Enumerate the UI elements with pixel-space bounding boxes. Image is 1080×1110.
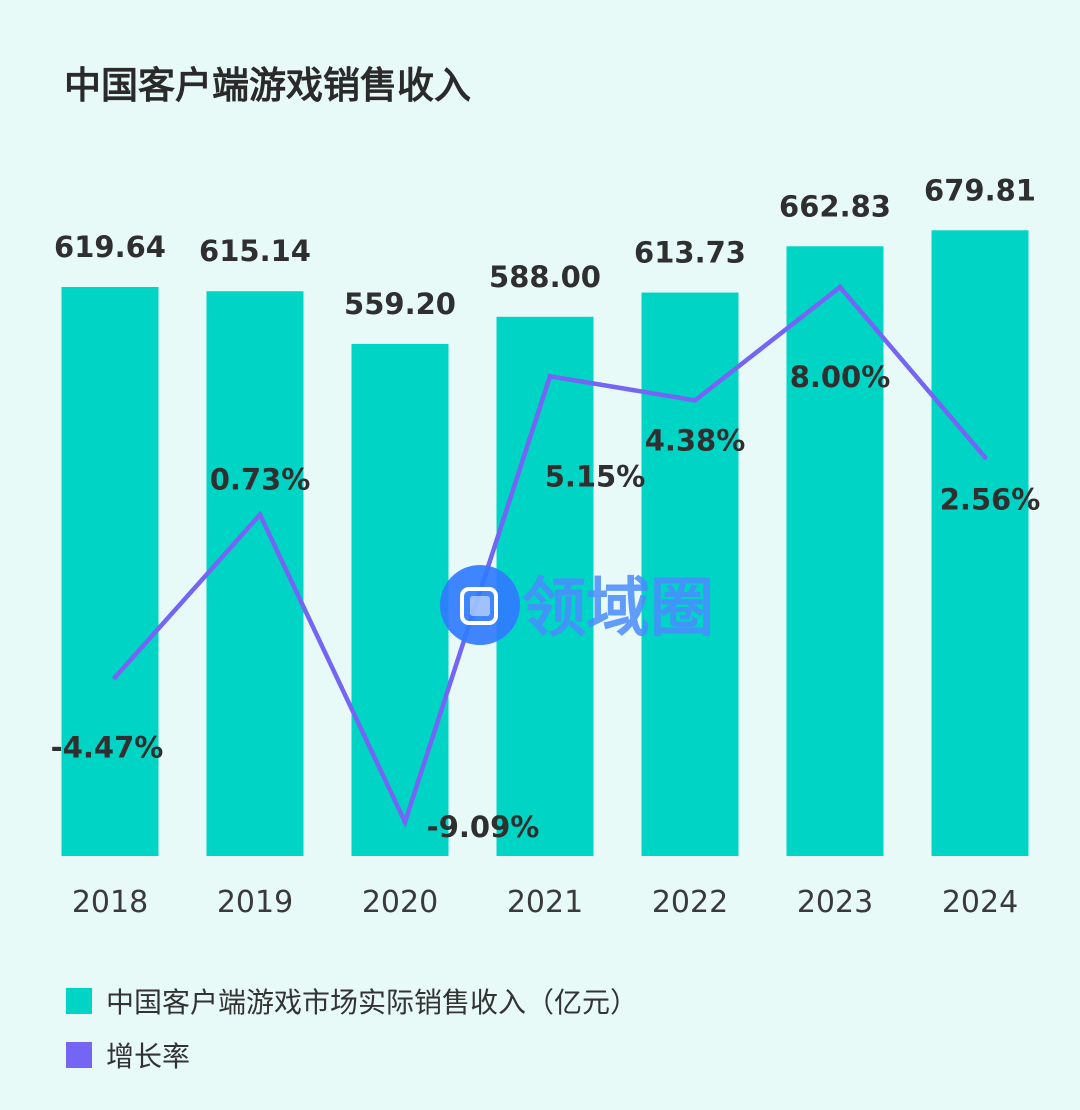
- bar-2020: [351, 343, 449, 857]
- legend-item-growth: 增长率: [66, 1040, 190, 1073]
- x-tick-2021: 2021: [507, 885, 583, 920]
- x-tick-2019: 2019: [217, 885, 293, 920]
- growth-point-2022: [692, 397, 698, 403]
- labels-layer: 619.64 615.14 559.20 588.00 613.73 662.83 679.…: [51, 173, 1041, 844]
- value-label-2023: 662.83: [779, 189, 891, 223]
- growth-point-2024: [982, 454, 988, 460]
- chart-title: 中国客户端游戏销售收入: [64, 64, 471, 107]
- growth-point-2019: [257, 512, 263, 518]
- value-label-2021: 588.00: [489, 260, 601, 294]
- bar-2018: [61, 287, 159, 856]
- x-tick-2024: 2024: [942, 885, 1018, 920]
- watermark-text: 领域圈: [522, 572, 714, 646]
- x-tick-2020: 2020: [362, 885, 438, 920]
- value-label-2022: 613.73: [634, 236, 746, 270]
- value-label-2020: 559.20: [344, 287, 456, 321]
- value-label-2018: 619.64: [54, 230, 166, 264]
- growth-label-2021: 5.15%: [545, 459, 646, 493]
- value-label-2024: 679.81: [924, 173, 1036, 207]
- x-tick-2018: 2018: [72, 885, 148, 920]
- legend-item-revenue: 中国客户端游戏市场实际销售收入（亿元）: [66, 986, 638, 1019]
- bar-2024: [931, 230, 1029, 857]
- legend: 中国客户端游戏市场实际销售收入（亿元） 增长率: [66, 986, 638, 1073]
- bar-2022: [641, 292, 739, 856]
- growth-point-2023: [837, 284, 843, 290]
- x-tick-2023: 2023: [797, 885, 873, 920]
- legend-label-growth: 增长率: [106, 1040, 190, 1073]
- legend-label-revenue: 中国客户端游戏市场实际销售收入（亿元）: [106, 986, 638, 1019]
- growth-label-2022: 4.38%: [645, 423, 746, 457]
- x-tick-2022: 2022: [652, 885, 728, 920]
- legend-swatch-revenue: [66, 988, 92, 1014]
- line-layer: [112, 283, 988, 829]
- watermark-logo-icon: [440, 565, 520, 645]
- growth-label-2018: -4.47%: [51, 730, 164, 764]
- watermark: 领域圈: [440, 565, 714, 646]
- growth-point-2018: [112, 674, 118, 680]
- bars-layer: [61, 230, 1029, 857]
- growth-label-2019: 0.73%: [210, 463, 311, 497]
- value-label-2019: 615.14: [199, 234, 311, 268]
- growth-label-2020: -9.09%: [427, 810, 540, 844]
- legend-swatch-growth: [66, 1042, 92, 1068]
- growth-point-2020: [402, 819, 408, 825]
- bar-2023: [786, 246, 884, 857]
- growth-point-2021: [547, 373, 553, 379]
- growth-label-2023: 8.00%: [790, 360, 891, 394]
- growth-label-2024: 2.56%: [940, 482, 1041, 516]
- x-axis-ticks: 2018 2019 2020 2021 2022 2023 2024: [72, 885, 1018, 920]
